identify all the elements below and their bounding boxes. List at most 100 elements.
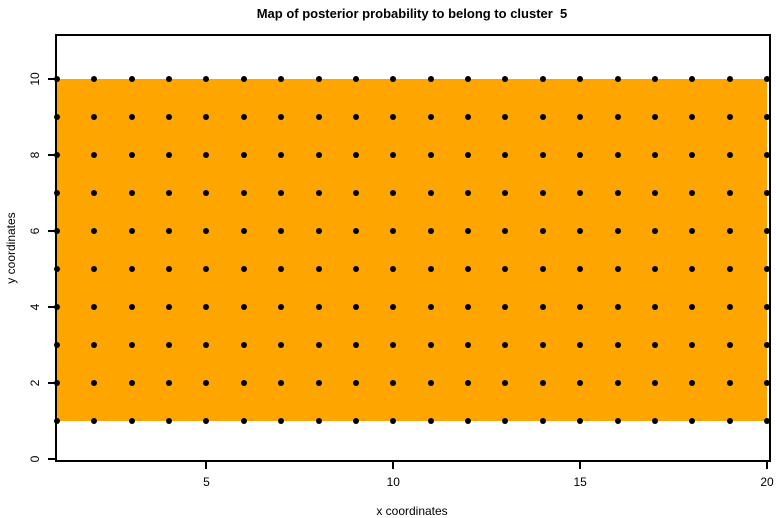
grid-point [614,227,621,234]
x-tick-label: 10 [386,475,400,489]
y-tick-label: 4 [28,303,42,311]
grid-point [465,265,472,272]
grid-point [91,151,98,158]
grid-point [128,379,135,386]
grid-point [764,379,770,386]
grid-point [689,341,696,348]
grid-point [240,417,247,424]
grid-point [465,417,472,424]
grid-point [427,75,434,82]
grid-point [539,303,546,310]
grid-point [427,113,434,120]
grid-point [352,227,359,234]
grid-point [764,265,770,272]
grid-point [390,75,397,82]
grid-point [315,341,322,348]
grid-point [128,151,135,158]
grid-point [166,113,173,120]
x-tick [579,462,582,469]
grid-point [91,227,98,234]
x-tick [205,462,208,469]
grid-point [614,113,621,120]
grid-point [54,227,60,234]
grid-point [651,151,658,158]
grid-point [651,265,658,272]
grid-point [465,379,472,386]
grid-point [577,265,584,272]
grid-point [352,417,359,424]
grid-point [502,113,509,120]
grid-point [427,303,434,310]
grid-point [91,189,98,196]
grid-point [577,189,584,196]
grid-point [240,75,247,82]
grid-point [91,265,98,272]
grid-point [278,113,285,120]
grid-point [651,303,658,310]
grid-point [203,113,210,120]
grid-point [278,227,285,234]
grid-point [465,113,472,120]
grid-point [54,189,60,196]
grid-point [689,417,696,424]
grid-point [390,151,397,158]
grid-point [502,303,509,310]
grid-point [502,417,509,424]
grid-point [278,75,285,82]
grid-point [689,265,696,272]
grid-point [726,75,733,82]
grid-point [91,341,98,348]
grid-point [128,227,135,234]
grid-point [166,265,173,272]
grid-point [278,379,285,386]
grid-point [502,189,509,196]
grid-point [465,151,472,158]
grid-point [577,303,584,310]
grid-point [128,265,135,272]
grid-point [54,113,60,120]
grid-point [54,303,60,310]
grid-point [614,417,621,424]
grid-point [502,379,509,386]
grid-point [352,113,359,120]
grid-point [54,417,60,424]
grid-point [465,75,472,82]
grid-point [502,227,509,234]
grid-point [240,113,247,120]
grid-point [539,379,546,386]
grid-point [764,189,770,196]
grid-point [278,189,285,196]
grid-point [577,75,584,82]
grid-point [651,341,658,348]
grid-point [614,189,621,196]
grid-point [240,303,247,310]
grid-point [651,379,658,386]
grid-point [539,75,546,82]
grid-point [726,379,733,386]
grid-point [390,227,397,234]
grid-point [726,113,733,120]
grid-point [352,379,359,386]
grid-point [278,417,285,424]
grid-point [390,417,397,424]
grid-point [577,417,584,424]
grid-point [240,341,247,348]
grid-point [651,189,658,196]
grid-point [539,113,546,120]
grid-point [539,227,546,234]
grid-point [203,265,210,272]
grid-point [577,227,584,234]
y-tick-label: 8 [28,151,42,159]
grid-point [651,75,658,82]
x-tick-label: 15 [573,475,587,489]
grid-point [726,227,733,234]
grid-point [315,227,322,234]
grid-point [614,75,621,82]
grid-point [427,417,434,424]
grid-point [764,227,770,234]
grid-point [764,113,770,120]
grid-point [54,151,60,158]
y-tick [48,229,55,232]
grid-point [128,303,135,310]
grid-point [128,189,135,196]
